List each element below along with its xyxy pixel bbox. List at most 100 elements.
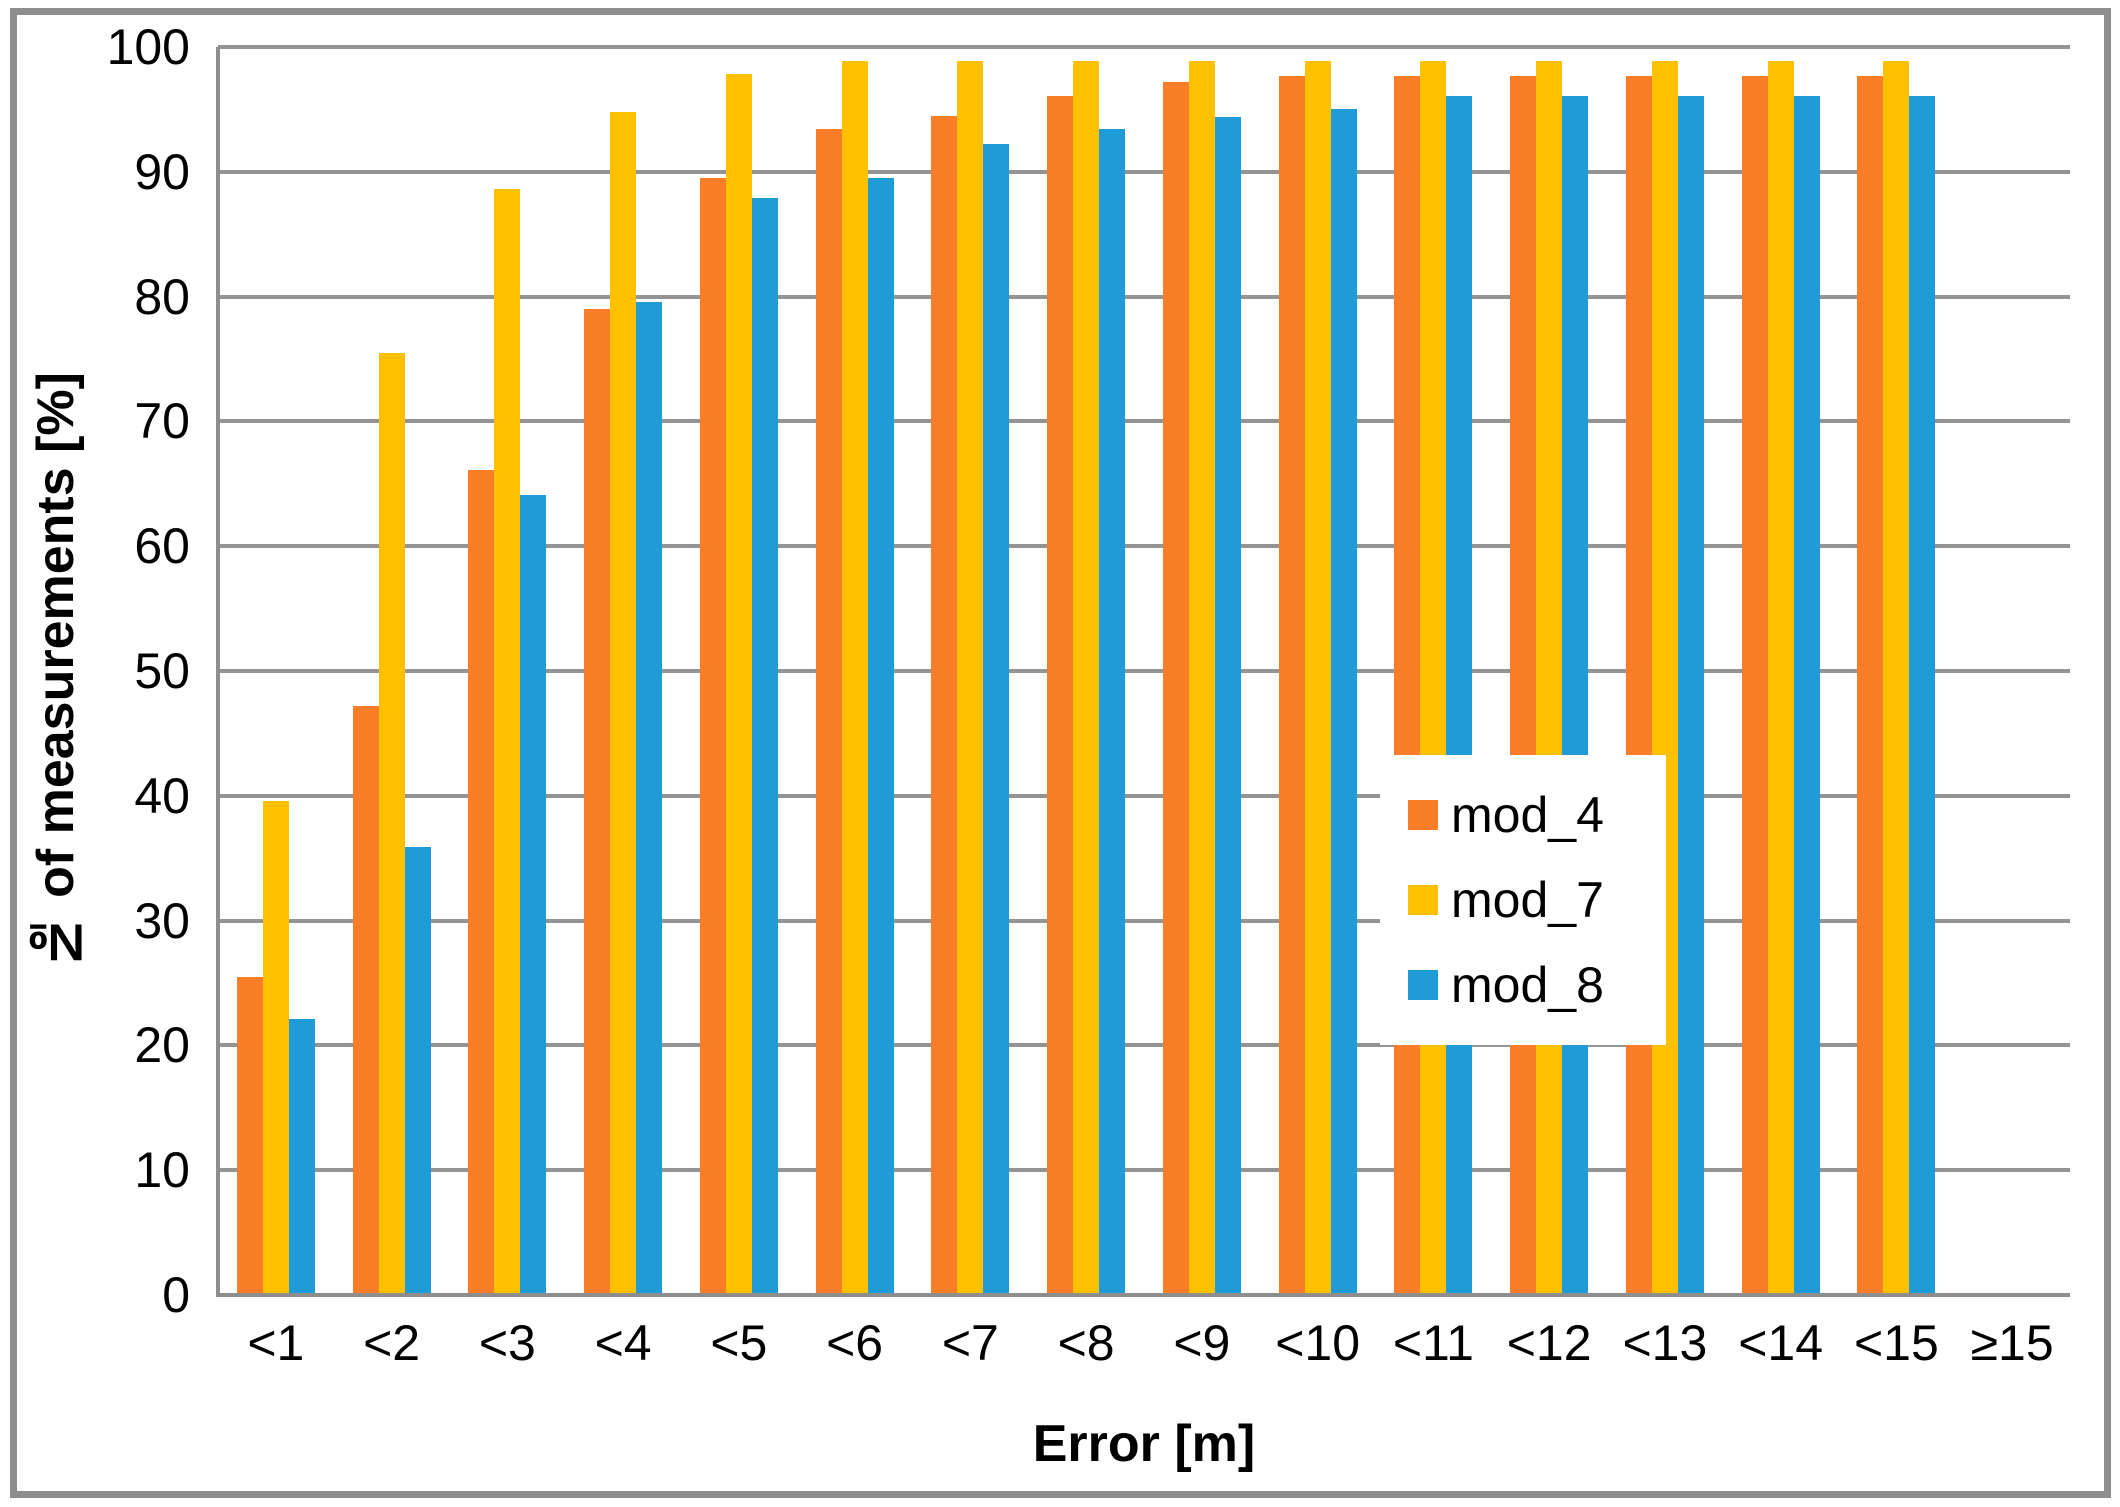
legend-swatch-mod_7 xyxy=(1408,885,1438,915)
y-tick-label: 30 xyxy=(134,892,190,949)
bar-mod_7 xyxy=(1767,60,1794,1295)
y-gridline xyxy=(218,544,2070,549)
x-tick-label: <5 xyxy=(710,1315,768,1371)
x-tick-label: <11 xyxy=(1392,1315,1474,1371)
y-tick-label: 40 xyxy=(134,767,190,824)
y-gridline xyxy=(218,45,2070,49)
bar-group-8 xyxy=(1028,47,1144,1295)
bar-group-5 xyxy=(681,47,797,1295)
bar-mod_8 xyxy=(1330,109,1357,1295)
y-gridline xyxy=(218,1168,2070,1173)
bar-group-2 xyxy=(334,47,450,1295)
bar-mod_8 xyxy=(983,144,1010,1295)
y-gridline xyxy=(218,419,2070,424)
y-tick-label: 0 xyxy=(162,1267,190,1323)
bar-group-1 xyxy=(218,47,334,1295)
x-tick-label: ≥15 xyxy=(1970,1315,2054,1371)
y-axis-title-text: № of measurements [%] xyxy=(27,371,85,971)
x-tick-label: <10 xyxy=(1275,1315,1361,1371)
x-tick-label: <8 xyxy=(1057,1315,1115,1371)
y-gridline xyxy=(218,169,2070,174)
y-axis-title: № of measurements [%] xyxy=(6,47,106,1295)
y-tick-label: 10 xyxy=(134,1142,190,1199)
bar-mod_4 xyxy=(352,705,379,1295)
y-tick-label: 20 xyxy=(134,1017,190,1074)
bar-group-4 xyxy=(565,47,681,1295)
x-tick-label: <1 xyxy=(247,1315,305,1371)
bar-mod_7 xyxy=(1073,60,1100,1295)
bar-mod_7 xyxy=(610,111,637,1295)
x-axis-line xyxy=(216,1293,2070,1297)
y-tick-label: 90 xyxy=(134,143,190,200)
bar-mod_4 xyxy=(1625,75,1652,1295)
legend-swatch-mod_4 xyxy=(1408,800,1438,830)
bar-mod_7 xyxy=(1304,60,1331,1295)
bar-group-15 xyxy=(1839,47,1955,1295)
legend-label-mod_4: mod_4 xyxy=(1451,787,1604,843)
bar-mod_4 xyxy=(1162,81,1189,1295)
bar-mod_8 xyxy=(636,301,663,1295)
y-gridline xyxy=(218,669,2070,673)
bar-mod_4 xyxy=(931,115,958,1295)
bar-mod_7 xyxy=(1536,60,1563,1295)
bar-mod_4 xyxy=(1047,95,1074,1295)
x-labels-row: <1 <2 <3 <4 <5 <6 <7 <8 <9 <10 <11 <12 <13 <14 <15 ≥15 xyxy=(218,1318,2070,1368)
legend-label-mod_8: mod_8 xyxy=(1451,957,1604,1013)
bar-group-6 xyxy=(797,47,913,1295)
bar-mod_8 xyxy=(1562,95,1589,1295)
bar-group-7 xyxy=(913,47,1029,1295)
x-tick-label: <3 xyxy=(478,1315,536,1371)
bar-mod_8 xyxy=(288,1019,315,1295)
bar-group-16 xyxy=(1954,47,2070,1295)
bar-mod_7 xyxy=(725,74,752,1295)
y-tick-label: 50 xyxy=(134,643,190,699)
bar-mod_4 xyxy=(236,976,263,1295)
bar-mod_7 xyxy=(1883,60,1910,1295)
bar-mod_7 xyxy=(957,60,984,1295)
bar-group-10 xyxy=(1260,47,1376,1295)
legend-item-mod_7: mod_7 xyxy=(1408,875,1666,925)
y-tick-label: 80 xyxy=(134,268,190,325)
bar-mod_8 xyxy=(404,846,431,1295)
y-gridline xyxy=(218,918,2070,923)
x-tick-label: <12 xyxy=(1506,1315,1592,1371)
x-tick-label: <2 xyxy=(363,1315,421,1371)
x-axis-title: Error [m] xyxy=(1032,1415,1256,1473)
x-tick-label: <14 xyxy=(1738,1315,1824,1371)
y-gridline xyxy=(218,793,2070,798)
bar-group-12 xyxy=(1491,47,1607,1295)
bar-mod_8 xyxy=(1214,116,1241,1295)
x-tick-label: <6 xyxy=(826,1315,884,1371)
bar-mod_4 xyxy=(1741,75,1768,1295)
bar-mod_4 xyxy=(815,129,842,1295)
legend-label-mod_7: mod_7 xyxy=(1451,872,1604,928)
bar-mod_8 xyxy=(1677,95,1704,1295)
legend-item-mod_4: mod_4 xyxy=(1408,790,1666,840)
x-tick-label: <7 xyxy=(941,1315,999,1371)
bar-mod_8 xyxy=(867,178,894,1295)
bar-mod_4 xyxy=(468,470,495,1295)
y-tick-label: 100 xyxy=(106,19,190,75)
bar-mod_4 xyxy=(1510,75,1537,1295)
bar-group-9 xyxy=(1144,47,1260,1295)
bar-mod_7 xyxy=(1188,60,1215,1295)
bar-mod_4 xyxy=(699,178,726,1295)
legend: mod_4 mod_7 mod_8 xyxy=(1380,755,1666,1045)
bar-mod_8 xyxy=(1909,95,1936,1295)
y-axis-line xyxy=(216,47,220,1297)
y-tick-label: 60 xyxy=(134,518,190,575)
bar-mod_8 xyxy=(751,198,778,1295)
bar-mod_8 xyxy=(1446,95,1473,1295)
bar-mod_4 xyxy=(1857,75,1884,1295)
bar-mod_8 xyxy=(1099,129,1126,1295)
bar-mod_7 xyxy=(1420,60,1447,1295)
bar-group-11 xyxy=(1376,47,1492,1295)
y-gridline xyxy=(218,1043,2070,1048)
bar-group-13 xyxy=(1607,47,1723,1295)
bar-mod_4 xyxy=(1278,75,1305,1295)
bar-mod_4 xyxy=(1394,75,1421,1295)
x-tick-label: <9 xyxy=(1173,1315,1231,1371)
bars-layer xyxy=(218,47,2070,1295)
plot-area: 0 10 20 30 40 50 60 70 80 90 100 mod_4 mod_7 mod_8 xyxy=(107,22,2070,1320)
